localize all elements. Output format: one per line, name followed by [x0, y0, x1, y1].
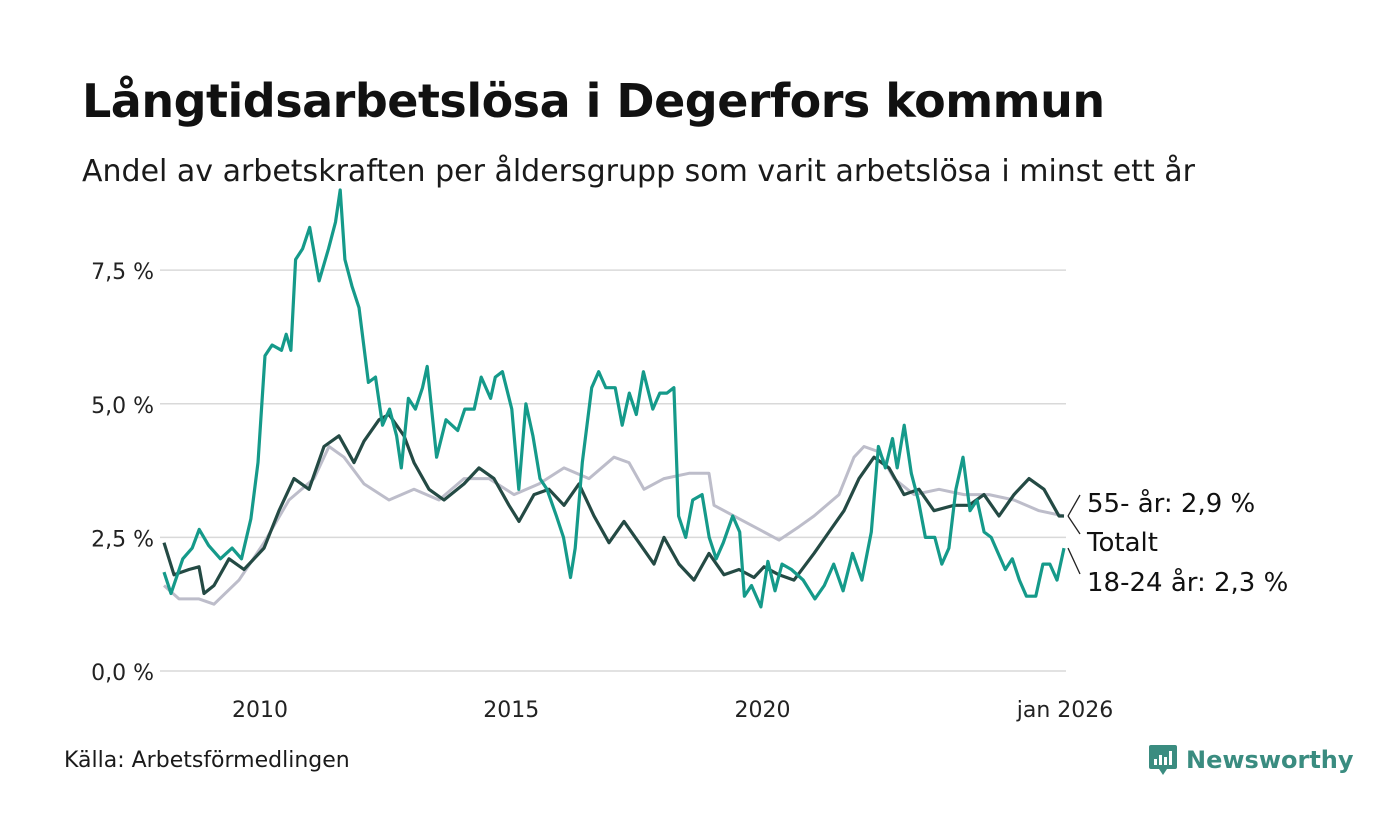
source-note: Källa: Arbetsförmedlingen: [64, 748, 350, 773]
x-tick-label: 2010: [232, 698, 288, 723]
series-lines: [162, 188, 1066, 609]
series-line-youth: [162, 188, 1066, 609]
chart-subtitle: Andel av arbetskraften per åldersgrupp s…: [82, 154, 1195, 189]
series-line-total: [162, 412, 1064, 596]
series-end-labels: 55- år: 2,9 % Totalt 18-24 år: 2,3 %: [1067, 488, 1288, 598]
chart-title: Långtidsarbetslösa i Degerfors kommun: [82, 74, 1105, 128]
y-tick-label: 5,0 %: [91, 394, 154, 419]
x-axis-ticks: 2010 2015 2020 jan 2026: [232, 698, 1113, 723]
leader-line: [1067, 547, 1081, 575]
series-label-older: 55- år: 2,9 %: [1087, 488, 1255, 519]
newsworthy-logo-icon: [1149, 745, 1177, 775]
series-label-youth: 18-24 år: 2,3 %: [1087, 567, 1288, 598]
brand-name: Newsworthy: [1186, 746, 1354, 774]
x-tick-label: 2020: [735, 698, 791, 723]
y-axis-ticks: 0,0 % 2,5 % 5,0 % 7,5 %: [91, 260, 154, 686]
series-line-older: [163, 445, 1065, 606]
grid-lines: [160, 269, 1066, 672]
y-tick-label: 2,5 %: [91, 527, 154, 552]
leader-line: [1067, 494, 1081, 517]
brand-logo[interactable]: Newsworthy: [1148, 743, 1354, 777]
series-label-total: Totalt: [1086, 528, 1158, 558]
y-tick-label: 0,0 %: [91, 661, 154, 686]
leader-line: [1067, 515, 1081, 535]
x-tick-label: 2015: [483, 698, 539, 723]
x-tick-label: jan 2026: [1016, 698, 1114, 723]
y-tick-label: 7,5 %: [91, 260, 154, 285]
